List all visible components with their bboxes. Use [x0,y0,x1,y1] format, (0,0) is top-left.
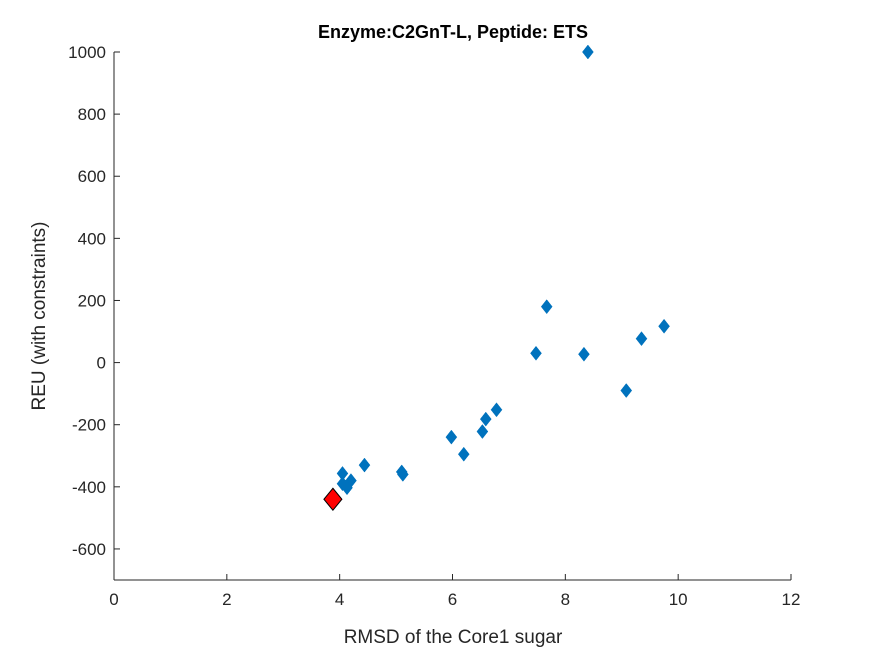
data-point [530,345,542,361]
chart-title: Enzyme:C2GnT-L, Peptide: ETS [318,22,588,42]
x-tick-label: 10 [669,590,688,609]
x-tick-label: 2 [222,590,231,609]
highlighted-point [323,487,343,512]
data-point [457,446,470,462]
y-tick-label: -400 [72,478,106,497]
y-tick-label: -600 [72,540,106,559]
data-point [578,346,590,362]
data-point [658,318,670,334]
y-tick-label: 600 [78,167,106,186]
data-point [479,411,492,427]
data-point [341,480,353,496]
data-point [490,402,503,418]
data-point [397,466,409,482]
data-point [635,331,648,347]
data-points [323,44,670,512]
y-tick-label: 1000 [68,43,106,62]
data-point [476,424,489,439]
y-axis-label: REU (with constraints) [29,222,50,411]
x-tick-label: 8 [561,590,570,609]
y-tick-label: 200 [78,291,106,310]
data-point [582,44,594,60]
data-point [445,429,458,445]
y-tick-label: -200 [72,416,106,435]
x-tick-label: 12 [782,590,801,609]
y-tick-label: 400 [78,229,106,248]
data-point [620,383,633,398]
x-tick-label: 4 [335,590,344,609]
axes [113,52,791,581]
x-tick-label: 0 [109,590,118,609]
x-axis-label: RMSD of the Core1 sugar [344,627,563,648]
y-tick-label: 800 [78,105,106,124]
ticks: 0 2 4 6 8 10 12 -600 -400 -200 0 200 400 600 800 1000 [68,43,800,609]
x-tick-label: 6 [448,590,457,609]
data-point [358,457,371,473]
data-point [540,299,553,315]
y-tick-label: 0 [97,354,106,373]
